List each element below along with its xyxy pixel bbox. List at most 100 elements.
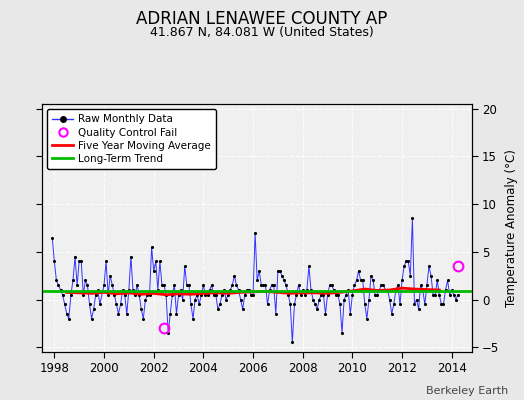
Point [346,311,355,317]
Point [342,292,351,298]
Point [421,301,429,308]
Legend: Raw Monthly Data, Quality Control Fail, Five Year Moving Average, Long-Term Tren: Raw Monthly Data, Quality Control Fail, … [47,109,216,169]
Point [338,330,346,336]
Point [228,282,236,288]
Point [447,287,456,293]
Point [50,258,59,264]
Point [62,311,71,317]
Text: Berkeley Earth: Berkeley Earth [426,386,508,396]
Point [85,301,94,308]
Point [391,287,400,293]
Point [394,282,402,288]
Point [181,263,189,269]
Point [162,292,170,298]
Point [220,287,228,293]
Point [212,292,220,298]
Point [303,287,311,293]
Point [118,287,127,293]
Point [222,296,231,303]
Point [232,282,241,288]
Point [317,292,325,298]
Point [236,296,245,303]
Point [133,282,141,288]
Point [92,292,100,298]
Point [114,311,123,317]
Point [129,287,137,293]
Point [294,282,303,288]
Point [267,282,276,288]
Point [358,277,367,284]
Point [361,301,369,308]
Point [172,311,181,317]
Point [431,292,439,298]
Point [321,311,330,317]
Point [106,272,114,279]
Point [408,215,417,222]
Point [127,254,135,260]
Point [301,292,309,298]
Point [96,301,104,308]
Point [334,292,342,298]
Point [276,268,284,274]
Point [141,296,150,303]
Point [88,316,96,322]
Point [234,287,243,293]
Point [400,263,408,269]
Point [354,268,363,274]
Point [64,316,73,322]
Point [402,258,410,264]
Point [350,282,358,288]
Point [197,292,205,298]
Point [373,292,381,298]
Point [286,301,294,308]
Point [398,277,406,284]
Point [166,311,174,317]
Point [344,287,353,293]
Point [81,277,90,284]
Point [226,287,234,293]
Point [363,316,371,322]
Point [412,296,421,303]
Point [297,292,305,298]
Point [145,292,154,298]
Point [396,301,404,308]
Point [271,311,280,317]
Point [135,292,144,298]
Point [73,282,81,288]
Point [241,292,249,298]
Point [274,268,282,274]
Point [332,292,340,298]
Point [110,292,118,298]
Point [441,287,450,293]
Point [251,230,259,236]
Point [264,301,272,308]
Point [404,258,412,264]
Point [168,292,177,298]
Point [187,301,195,308]
Point [288,339,297,346]
Point [292,292,301,298]
Point [290,301,299,308]
Point [208,282,216,288]
Point [278,272,286,279]
Point [427,272,435,279]
Point [193,292,201,298]
Point [243,287,251,293]
Point [125,287,133,293]
Point [182,282,191,288]
Point [439,301,447,308]
Point [218,292,226,298]
Point [158,282,166,288]
Point [330,287,338,293]
Point [205,287,214,293]
Point [352,277,361,284]
Point [137,306,146,312]
Point [375,287,384,293]
Point [147,244,156,250]
Point [365,296,373,303]
Point [58,292,67,298]
Point [414,306,423,312]
Point [52,277,61,284]
Point [309,296,317,303]
Text: ADRIAN LENAWEE COUNTY AP: ADRIAN LENAWEE COUNTY AP [136,10,388,28]
